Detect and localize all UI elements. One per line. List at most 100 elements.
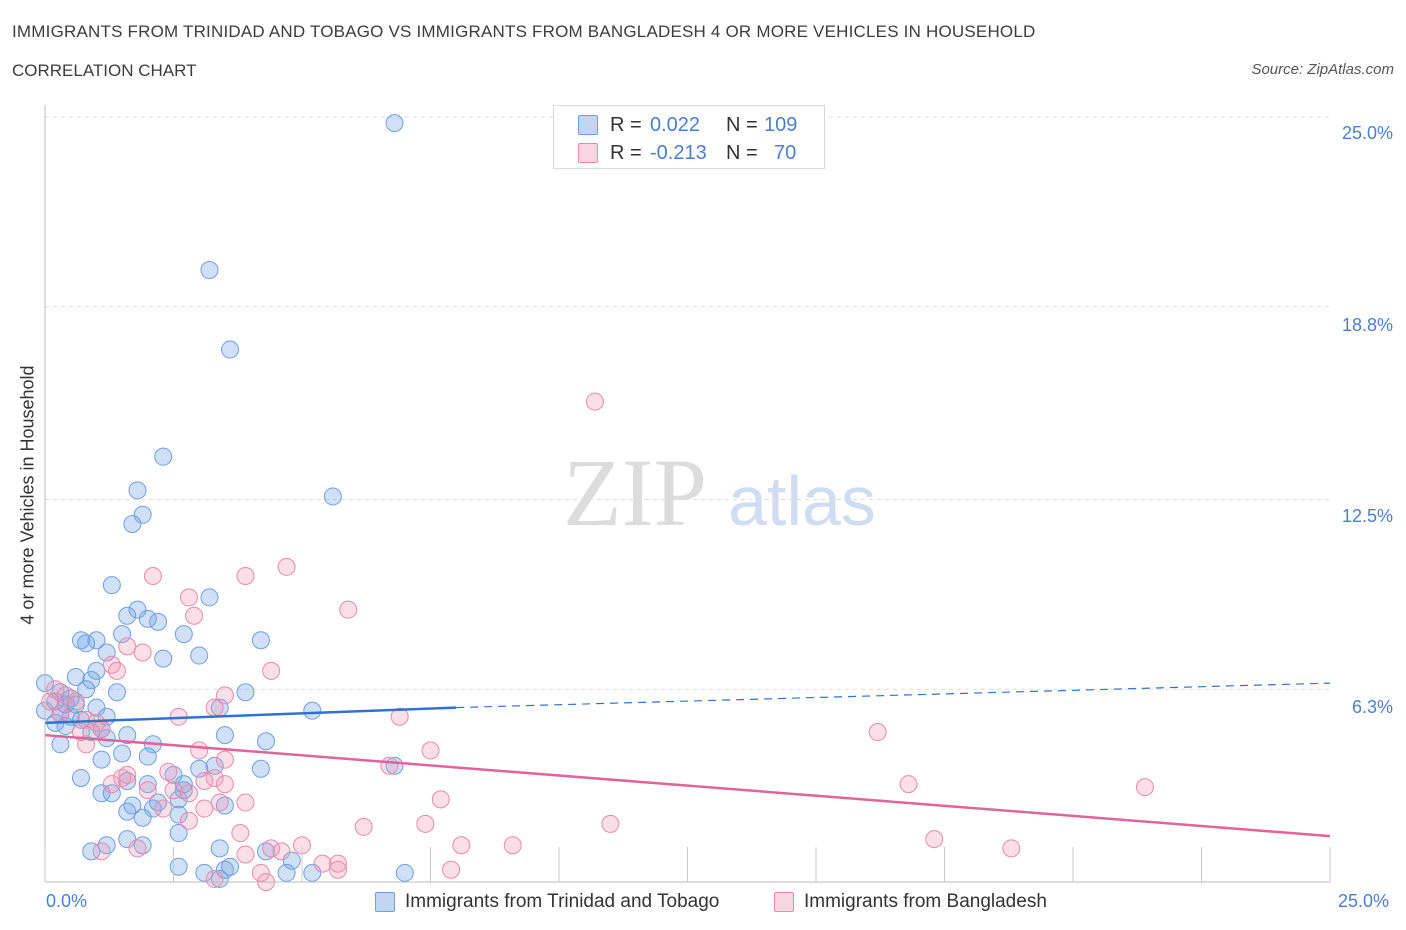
data-point — [185, 606, 204, 625]
data-point — [92, 750, 111, 769]
data-point — [236, 683, 255, 702]
legend-n-value: 109 — [764, 113, 798, 136]
data-point — [257, 842, 276, 861]
data-point — [195, 772, 214, 791]
data-point — [195, 863, 214, 882]
data-point — [92, 842, 111, 861]
data-point — [143, 567, 162, 585]
data-point — [61, 689, 80, 708]
data-point — [262, 661, 281, 680]
legend-series-label: Immigrants from Bangladesh — [804, 891, 1047, 912]
data-point — [154, 799, 173, 818]
data-point — [221, 340, 240, 359]
y-tick-label-25-0: 25.0% — [1341, 123, 1393, 143]
data-point — [272, 842, 291, 861]
data-point — [174, 625, 193, 644]
data-point — [87, 661, 106, 680]
data-point — [205, 869, 224, 888]
data-point — [102, 775, 121, 794]
data-point — [1002, 839, 1021, 858]
legend-r-value: -0.213 — [650, 141, 707, 164]
data-point — [128, 839, 147, 858]
legend-r-label: R = — [610, 113, 642, 136]
data-point — [251, 631, 270, 650]
series-bangladesh-points — [41, 392, 1154, 891]
data-point — [82, 842, 101, 861]
data-point — [210, 869, 229, 888]
legend-swatch-pink — [774, 892, 794, 912]
y-tick-label-6-3: 6.3% — [1351, 697, 1393, 717]
data-point — [200, 261, 219, 279]
data-point — [154, 649, 173, 668]
legend-swatch-blue — [578, 115, 598, 135]
data-point — [601, 814, 620, 833]
data-point — [128, 600, 147, 619]
x-tick-label-max: 25.0% — [1338, 891, 1390, 911]
data-point — [123, 514, 142, 533]
bottom-legend-trinidad: Immigrants from Trinidad and Tobago — [375, 890, 719, 914]
data-point — [149, 793, 168, 812]
data-point — [205, 756, 224, 775]
x-tick-label-min: 0.0% — [46, 891, 88, 911]
data-point — [66, 667, 85, 686]
y-axis-label: 4 or more Vehicles in Household — [17, 365, 38, 625]
data-point — [231, 824, 250, 843]
data-point — [149, 612, 168, 631]
data-point — [215, 796, 234, 815]
data-point — [133, 643, 152, 662]
data-point — [118, 637, 137, 656]
data-point — [328, 854, 347, 873]
data-point — [92, 784, 111, 803]
data-point — [102, 655, 121, 674]
data-point — [452, 836, 471, 855]
data-point — [138, 775, 157, 794]
data-point — [159, 762, 178, 781]
data-point — [77, 735, 96, 754]
bottom-legend-bangladesh: Immigrants from Bangladesh — [774, 890, 1047, 914]
data-point — [313, 854, 332, 873]
chart-title: IMMIGRANTS FROM TRINIDAD AND TOBAGO VS I… — [12, 22, 1036, 41]
data-point — [107, 683, 126, 702]
data-point — [133, 836, 152, 855]
data-point — [128, 481, 147, 500]
data-point — [71, 710, 90, 729]
data-point — [195, 799, 214, 818]
data-point — [87, 631, 106, 650]
data-point — [303, 701, 322, 720]
legend-n-label: N = — [726, 141, 758, 164]
data-point — [138, 609, 157, 628]
data-point — [154, 447, 173, 466]
legend-row-trinidad: R = 0.022 N = 109 — [578, 113, 797, 137]
data-point — [899, 775, 918, 794]
data-point — [118, 606, 137, 625]
data-point — [215, 726, 234, 745]
data-point — [236, 845, 255, 864]
data-point — [51, 704, 70, 723]
data-point — [339, 600, 358, 619]
data-point — [236, 567, 255, 585]
source-credit: Source: ZipAtlas.com — [1251, 61, 1394, 78]
data-point — [585, 392, 604, 411]
data-point — [113, 744, 132, 763]
data-point — [354, 817, 373, 836]
data-point — [97, 836, 116, 855]
data-point — [179, 784, 198, 803]
data-point — [1135, 778, 1154, 797]
data-point — [102, 576, 121, 595]
data-point — [236, 793, 255, 812]
data-point — [133, 808, 152, 827]
data-point — [221, 857, 240, 876]
chart-subtitle: CORRELATION CHART — [12, 61, 197, 80]
data-point — [92, 720, 111, 738]
data-point — [77, 680, 96, 699]
trend-line-trinidad-extrapolated — [456, 682, 1331, 709]
data-point — [41, 692, 60, 711]
data-point — [215, 686, 234, 705]
legend-swatch-blue — [375, 892, 395, 912]
trend-line-bangladesh — [44, 733, 1331, 838]
data-point — [164, 765, 183, 784]
legend-r-label: R = — [610, 141, 642, 164]
data-point — [390, 707, 409, 726]
data-point — [416, 814, 435, 833]
